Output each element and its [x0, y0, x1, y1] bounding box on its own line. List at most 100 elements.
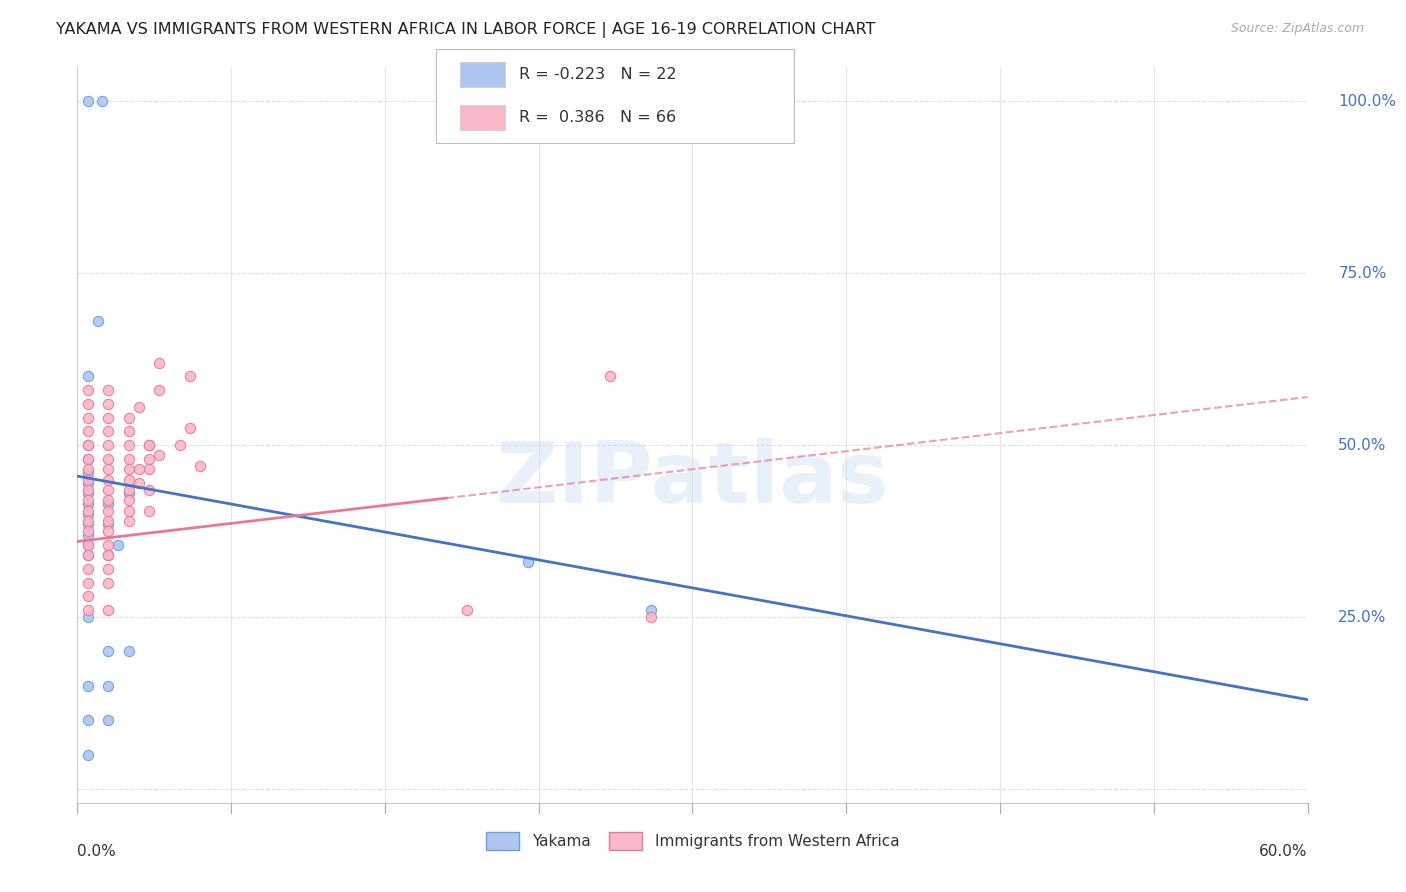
Point [97, 383, 120, 397]
Point [117, 503, 139, 517]
Point [97, 462, 120, 476]
Point [76, 493, 98, 508]
Text: ZIPatlas: ZIPatlas [495, 437, 890, 521]
Point [138, 483, 160, 497]
Point [76, 451, 98, 466]
Point [76, 562, 98, 576]
Point [76, 462, 98, 476]
Point [179, 421, 201, 435]
Point [117, 486, 139, 500]
Point [97, 517, 120, 532]
Point [76, 466, 98, 480]
Text: YAKAMA VS IMMIGRANTS FROM WESTERN AFRICA IN LABOR FORCE | AGE 16-19 CORRELATION : YAKAMA VS IMMIGRANTS FROM WESTERN AFRICA… [56, 22, 876, 38]
Point [76, 590, 98, 604]
Point [148, 356, 170, 370]
Point [76, 473, 98, 487]
Point [76, 475, 98, 490]
Point [117, 410, 139, 425]
Point [87, 314, 110, 328]
Point [97, 410, 120, 425]
Point [76, 95, 98, 109]
Point [97, 603, 120, 617]
Text: 75.0%: 75.0% [1339, 266, 1386, 281]
Point [169, 438, 191, 452]
Point [138, 451, 160, 466]
Text: 100.0%: 100.0% [1339, 94, 1396, 109]
Point [76, 410, 98, 425]
Text: 25.0%: 25.0% [1339, 609, 1386, 624]
Point [97, 548, 120, 562]
Point [97, 493, 120, 508]
Point [117, 514, 139, 528]
Point [76, 548, 98, 562]
Point [97, 644, 120, 658]
Point [76, 483, 98, 497]
Point [76, 713, 98, 727]
Point [76, 383, 98, 397]
Point [76, 486, 98, 500]
Legend: Yakama, Immigrants from Western Africa: Yakama, Immigrants from Western Africa [478, 825, 907, 858]
Point [97, 548, 120, 562]
Point [97, 524, 120, 538]
Point [138, 503, 160, 517]
Point [76, 514, 98, 528]
Point [76, 451, 98, 466]
Point [97, 575, 120, 590]
Point [117, 451, 139, 466]
Point [97, 538, 120, 552]
Point [97, 397, 120, 411]
Point [117, 425, 139, 439]
Point [76, 503, 98, 517]
Point [117, 473, 139, 487]
Point [97, 438, 120, 452]
Point [76, 369, 98, 384]
Point [128, 462, 150, 476]
Point [138, 462, 160, 476]
Point [97, 451, 120, 466]
Text: 60.0%: 60.0% [1260, 844, 1308, 859]
Point [97, 497, 120, 511]
Point [188, 458, 212, 473]
Text: Source: ZipAtlas.com: Source: ZipAtlas.com [1230, 22, 1364, 36]
Point [640, 603, 662, 617]
Point [117, 483, 139, 497]
Point [179, 369, 201, 384]
Point [97, 514, 120, 528]
Point [97, 562, 120, 576]
Point [90, 95, 114, 109]
Text: R = -0.223   N = 22: R = -0.223 N = 22 [519, 67, 676, 82]
Point [76, 548, 98, 562]
Point [138, 438, 160, 452]
Point [128, 401, 150, 415]
Point [97, 473, 120, 487]
Point [76, 507, 98, 521]
Point [128, 475, 150, 490]
Point [97, 713, 120, 727]
Point [76, 438, 98, 452]
Point [148, 449, 170, 463]
Point [76, 517, 98, 532]
Point [97, 503, 120, 517]
Point [76, 747, 98, 762]
Point [76, 538, 98, 552]
Point [640, 610, 662, 624]
Point [138, 438, 160, 452]
Point [148, 383, 170, 397]
Point [97, 679, 120, 693]
Point [117, 493, 139, 508]
Point [107, 538, 129, 552]
Point [76, 397, 98, 411]
Point [76, 425, 98, 439]
Point [97, 483, 120, 497]
Point [599, 369, 621, 384]
Point [76, 527, 98, 541]
Point [76, 438, 98, 452]
Point [117, 644, 139, 658]
Point [517, 555, 540, 569]
Point [76, 538, 98, 552]
Text: 50.0%: 50.0% [1339, 438, 1386, 452]
Point [76, 679, 98, 693]
Point [456, 603, 478, 617]
Point [76, 497, 98, 511]
Point [76, 603, 98, 617]
